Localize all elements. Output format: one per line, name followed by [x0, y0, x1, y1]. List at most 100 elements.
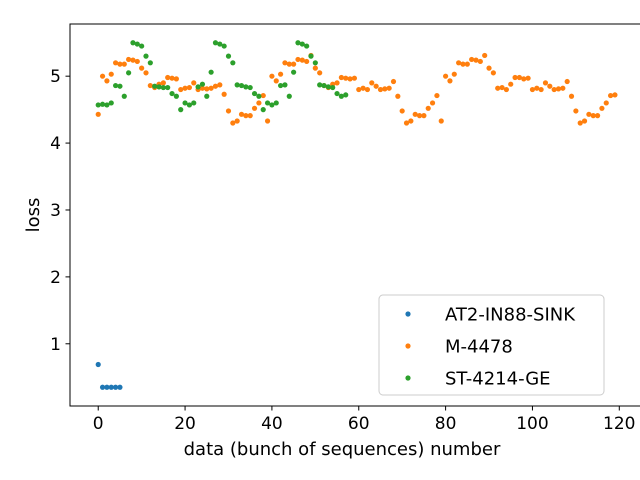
data-point: [256, 100, 262, 106]
data-point: [438, 118, 444, 124]
data-point: [469, 56, 475, 63]
data-point: [560, 85, 566, 91]
data-point: [408, 118, 414, 124]
data-point: [147, 60, 153, 66]
y-axis-ticks: 1 2 3 4 5: [50, 67, 70, 355]
data-point: [230, 120, 236, 126]
data-point: [399, 108, 405, 114]
data-point: [521, 76, 527, 82]
data-point: [104, 102, 110, 108]
data-point: [156, 84, 162, 90]
data-point: [477, 58, 483, 65]
y-tick-label: 4: [50, 134, 61, 154]
data-point: [165, 74, 171, 81]
data-point: [360, 85, 366, 91]
data-point: [221, 43, 227, 49]
data-point: [338, 74, 344, 81]
data-point: [126, 56, 132, 63]
data-point: [208, 69, 214, 75]
data-point: [299, 57, 305, 63]
data-point: [130, 57, 136, 63]
data-point: [608, 92, 614, 99]
data-point: [338, 93, 344, 99]
data-point: [169, 75, 175, 81]
data-point: [117, 61, 123, 67]
data-point: [182, 100, 188, 106]
data-point: [264, 118, 271, 124]
data-point: [199, 81, 206, 87]
data-point: [191, 80, 197, 86]
data-point: [503, 86, 509, 93]
legend-label: ST-4214-GE: [445, 369, 551, 390]
x-tick-label: 100: [516, 414, 548, 434]
data-point: [191, 100, 197, 106]
data-point: [121, 61, 127, 67]
data-point: [243, 84, 249, 90]
data-point: [247, 113, 253, 119]
data-points: [95, 40, 618, 390]
data-point: [160, 80, 166, 86]
data-point: [238, 82, 245, 89]
data-point: [603, 100, 609, 106]
data-point: [412, 111, 418, 117]
plot-frame: [69, 23, 640, 407]
legend: AT2-IN88-SINK M-4478 ST-4214-GE: [378, 294, 605, 396]
data-point: [612, 92, 618, 98]
data-point: [208, 85, 214, 91]
data-point: [286, 61, 292, 67]
data-point: [95, 111, 101, 117]
data-point: [299, 41, 305, 47]
data-point: [286, 93, 292, 99]
data-point: [143, 53, 149, 59]
data-point: [516, 74, 523, 81]
data-point: [99, 384, 106, 390]
data-point: [195, 84, 201, 90]
data-point: [178, 86, 184, 93]
data-point: [251, 90, 258, 97]
data-point: [126, 70, 132, 76]
data-point: [304, 43, 310, 49]
data-point: [295, 40, 301, 46]
x-axis-ticks: 0 20 40 60 80 100 120: [93, 406, 636, 434]
data-point: [121, 93, 127, 99]
data-point: [139, 43, 145, 49]
data-point: [429, 100, 436, 106]
y-tick-label: 3: [50, 201, 61, 221]
data-point: [256, 93, 262, 99]
data-point: [112, 384, 119, 390]
data-point: [234, 82, 240, 88]
data-point: [495, 85, 501, 91]
data-point: [451, 71, 457, 77]
legend-marker: [405, 311, 411, 317]
data-point: [460, 61, 466, 67]
data-point: [234, 118, 240, 124]
data-point: [225, 53, 232, 59]
data-point: [117, 83, 123, 89]
data-point: [251, 105, 258, 111]
data-point: [243, 113, 249, 119]
data-point: [508, 81, 514, 87]
x-tick-label: 0: [93, 414, 104, 434]
data-point: [199, 85, 206, 91]
data-point: [178, 107, 184, 113]
data-point: [247, 84, 253, 91]
data-point: [403, 120, 410, 126]
data-point: [594, 113, 601, 119]
data-point: [225, 108, 232, 114]
data-point: [416, 113, 423, 119]
data-point: [377, 86, 384, 93]
x-tick-label: 40: [261, 414, 283, 434]
data-point: [490, 70, 496, 76]
data-point: [282, 82, 288, 88]
x-tick-label: 20: [174, 414, 196, 434]
data-point: [325, 84, 331, 90]
data-point: [217, 82, 223, 88]
data-point: [395, 93, 401, 99]
data-point: [291, 61, 297, 67]
data-point: [482, 52, 488, 59]
data-point: [134, 41, 140, 47]
data-point: [434, 92, 440, 99]
data-point: [160, 84, 166, 91]
data-point: [529, 86, 536, 93]
data-point: [278, 82, 284, 89]
